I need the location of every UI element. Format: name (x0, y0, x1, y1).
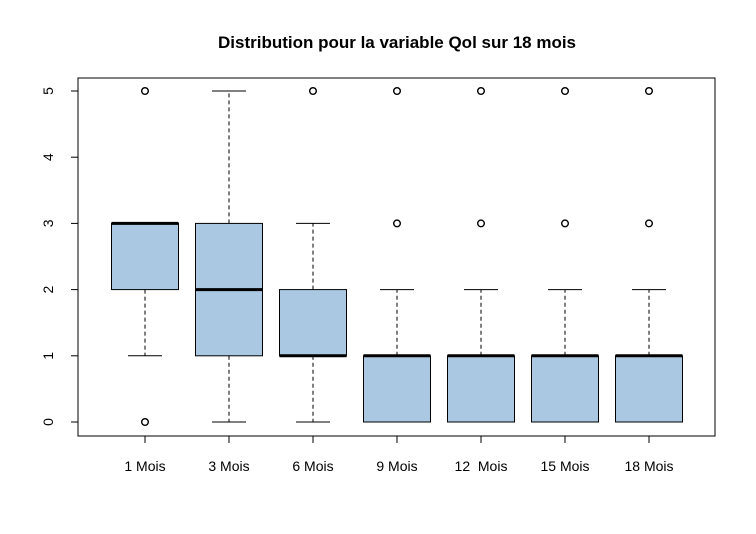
y-tick-label: 3 (40, 219, 56, 227)
x-tick-label: 9 Mois (376, 458, 417, 474)
x-axis-labels: 1 Mois 3 Mois 6 Mois 9 Mois 12 Mois 15 Mois 18… (124, 436, 674, 474)
x-tick-label: 1 Mois (124, 458, 165, 474)
box-group (111, 86, 179, 427)
box-iqr (363, 355, 431, 423)
y-tick-label: 2 (40, 285, 56, 293)
box-group (363, 86, 431, 423)
y-axis: 0 1 2 3 4 5 (40, 87, 79, 426)
boxes (111, 86, 683, 427)
y-tick-label: 4 (40, 153, 56, 161)
outlier-point (477, 219, 486, 228)
outlier-point (477, 86, 486, 95)
box-iqr (615, 355, 683, 423)
x-tick-label: 6 Mois (292, 458, 333, 474)
y-tick-label: 5 (40, 87, 56, 95)
outlier-point (140, 86, 149, 95)
chart-title: Distribution pour la variable Qol sur 18… (218, 33, 576, 52)
outlier-point (561, 219, 570, 228)
box-iqr (447, 355, 515, 423)
outlier-point (645, 219, 654, 228)
x-tick-label: 18 Mois (624, 458, 673, 474)
box-iqr (111, 222, 179, 291)
x-tick-label: 15 Mois (540, 458, 589, 474)
outlier-point (393, 219, 402, 228)
y-tick-label: 0 (40, 418, 56, 426)
x-tick-label: 12 Mois (455, 458, 508, 474)
box-iqr (531, 355, 599, 423)
x-tick-label: 3 Mois (208, 458, 249, 474)
box-group (195, 90, 263, 423)
box-group (615, 86, 683, 423)
box-group (447, 86, 515, 423)
box-iqr (279, 289, 347, 357)
y-tick-label: 1 (40, 352, 56, 360)
outlier-point (645, 86, 654, 95)
outlier-point (140, 418, 149, 427)
box-group (279, 86, 347, 423)
outlier-point (309, 86, 318, 95)
outlier-point (561, 86, 570, 95)
box-group (531, 86, 599, 423)
outlier-point (393, 86, 402, 95)
